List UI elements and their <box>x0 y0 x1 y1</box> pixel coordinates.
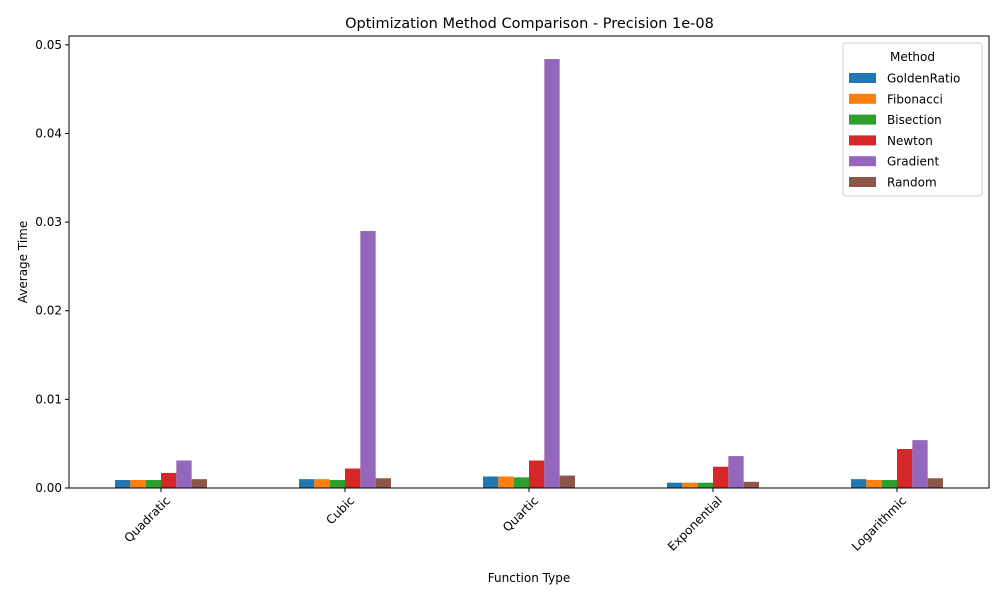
y-tick-label: 0.01 <box>35 392 62 406</box>
bars-group <box>115 59 943 489</box>
y-tick-label: 0.03 <box>35 215 62 229</box>
bar-gradient-logarithmic <box>912 440 928 488</box>
x-tick-label: Cubic <box>323 494 357 528</box>
bar-gradient-cubic <box>360 230 376 489</box>
legend-box <box>842 42 983 197</box>
legend-swatch-newton <box>849 135 876 146</box>
y-axis-ticks: 0.00 0.01 0.02 0.03 0.04 0.05 <box>35 38 69 495</box>
x-tick-label: Quadratic <box>121 494 173 546</box>
bar-random-logarithmic <box>927 478 943 488</box>
y-tick-label: 0.00 <box>35 481 62 495</box>
y-tick-label: 0.04 <box>35 126 62 140</box>
bar-random-quartic <box>559 475 575 488</box>
bar-fibonacci-quartic <box>498 476 514 488</box>
legend-items: GoldenRatio Fibonacci Bisection Newton Gradi… <box>849 72 960 190</box>
legend: Method GoldenRatio Fibonacci Bisection Newt… <box>842 42 983 197</box>
bar-bisection-logarithmic <box>881 480 897 488</box>
legend-label-random: Random <box>887 176 937 190</box>
bar-bisection-cubic <box>329 480 345 488</box>
legend-swatch-random <box>849 177 876 187</box>
bar-gradient-exponential <box>728 456 744 488</box>
chart-title: Optimization Method Comparison - Precisi… <box>345 16 714 32</box>
legend-swatch-goldenratio <box>849 73 876 83</box>
legend-label-gradient: Gradient <box>887 155 940 169</box>
legend-swatch-gradient <box>849 156 876 167</box>
bar-newton-cubic <box>345 468 361 488</box>
x-tick-label: Logarithmic <box>849 494 909 554</box>
legend-label-goldenratio: GoldenRatio <box>887 72 960 86</box>
bar-fibonacci-exponential <box>682 482 698 488</box>
x-axis-label: Function Type <box>488 571 570 585</box>
bar-gradient-quartic <box>544 59 560 488</box>
bar-bisection-quadratic <box>145 480 161 488</box>
plot-frame <box>68 35 990 489</box>
x-tick-label: Exponential <box>665 494 725 554</box>
legend-label-newton: Newton <box>887 134 933 148</box>
y-tick-label: 0.05 <box>35 38 62 52</box>
x-axis-ticks: Quadratic Cubic Quartic Exponential Logarith… <box>121 488 909 554</box>
y-axis-label: Average Time <box>16 221 30 303</box>
bar-fibonacci-cubic <box>314 479 330 488</box>
y-tick-label: 0.02 <box>35 304 62 318</box>
bar-newton-quadratic <box>161 472 177 488</box>
bar-random-quadratic <box>191 479 207 488</box>
bar-gradient-quadratic <box>176 460 192 488</box>
bar-goldenratio-quadratic <box>115 480 131 488</box>
bar-random-cubic <box>375 478 391 488</box>
legend-swatch-fibonacci <box>849 93 876 104</box>
bar-newton-logarithmic <box>897 449 913 488</box>
bar-goldenratio-quartic <box>483 476 499 488</box>
bar-newton-quartic <box>529 460 545 488</box>
bar-bisection-exponential <box>697 482 713 488</box>
bar-goldenratio-cubic <box>299 479 315 488</box>
legend-label-bisection: Bisection <box>887 113 942 127</box>
bar-newton-exponential <box>713 466 729 488</box>
bar-fibonacci-quadratic <box>130 480 146 488</box>
bar-goldenratio-exponential <box>667 482 683 488</box>
bar-bisection-quartic <box>513 477 529 488</box>
bar-goldenratio-logarithmic <box>851 479 867 488</box>
legend-label-fibonacci: Fibonacci <box>887 92 943 106</box>
x-tick-label: Quartic <box>500 494 541 535</box>
bar-fibonacci-logarithmic <box>866 480 882 488</box>
legend-swatch-bisection <box>849 114 876 125</box>
bar-random-exponential <box>743 481 759 488</box>
legend-title: Method <box>890 50 935 64</box>
